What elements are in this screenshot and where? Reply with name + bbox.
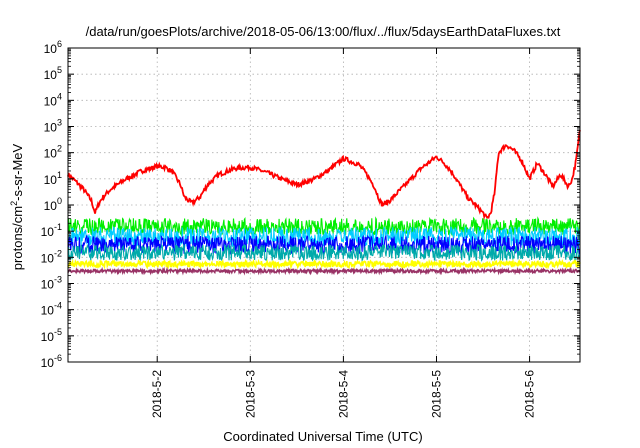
y-tick-label: 10-5 bbox=[41, 327, 62, 344]
y-axis: 10-6 10-5 10-4 10-3 10-2 10-1 100 101 102 103 104 1… bbox=[41, 39, 580, 370]
x-axis-label: Coordinated Universal Time (UTC) bbox=[223, 429, 422, 444]
series-line bbox=[67, 129, 581, 221]
x-axis: 2018-5-2 2018-5-3 2018-5-4 2018-5-5 2018-5-6 bbox=[150, 48, 537, 418]
y-axis-label-sup: 2 bbox=[9, 201, 19, 206]
y-tick-label: 10-4 bbox=[41, 301, 62, 318]
x-tick-label: 2018-5-4 bbox=[336, 370, 350, 418]
y-tick-label: 103 bbox=[44, 118, 62, 135]
y-axis-label-pre: protons/cm bbox=[10, 206, 25, 270]
y-tick-label: 100 bbox=[44, 196, 62, 213]
x-tick-label: 2018-5-6 bbox=[523, 370, 537, 418]
y-tick-label: 10-6 bbox=[41, 353, 62, 370]
plot-area bbox=[68, 48, 580, 362]
series-line bbox=[67, 243, 581, 262]
y-axis-label: protons/cm2-s-sr-MeV bbox=[9, 143, 25, 270]
y-tick-label: 10-3 bbox=[41, 275, 62, 292]
y-tick-label: 106 bbox=[44, 39, 62, 56]
x-tick-label: 2018-5-3 bbox=[243, 370, 257, 418]
series-line bbox=[67, 216, 581, 238]
series-group bbox=[67, 129, 581, 276]
y-tick-label: 105 bbox=[44, 65, 62, 82]
chart-title: /data/run/goesPlots/archive/2018-05-06/1… bbox=[86, 24, 561, 39]
x-tick-label: 2018-5-5 bbox=[429, 370, 443, 418]
y-tick-label: 102 bbox=[44, 144, 62, 161]
series-line bbox=[67, 258, 581, 271]
series-line bbox=[67, 226, 581, 249]
grid-lines bbox=[68, 48, 580, 362]
y-tick-label: 10-2 bbox=[41, 248, 62, 265]
y-axis-label-post: -s-sr-MeV bbox=[10, 143, 25, 200]
x-tick-label: 2018-5-2 bbox=[150, 370, 164, 418]
y-tick-label: 10-1 bbox=[41, 222, 62, 239]
series-line bbox=[67, 266, 581, 276]
y-tick-label: 101 bbox=[44, 170, 62, 187]
y-tick-label: 104 bbox=[44, 91, 62, 108]
